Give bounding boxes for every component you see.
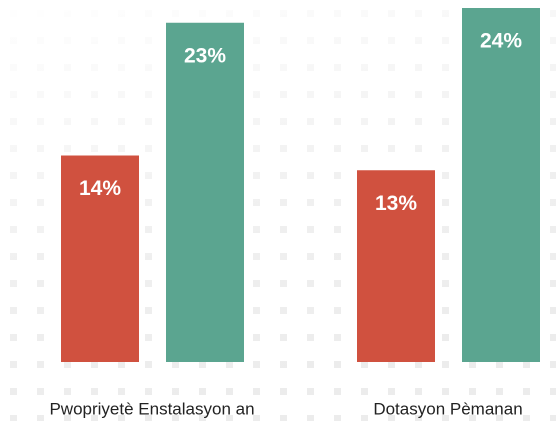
value-label: 13% [375, 192, 417, 215]
category-label: Dotasyon Pèmanan [373, 399, 522, 418]
bar [462, 8, 540, 362]
bar [357, 170, 435, 362]
category-label: Pwopriyetè Enstalasyon an [49, 399, 254, 418]
value-label: 24% [480, 30, 522, 53]
value-label: 23% [184, 44, 226, 67]
bar [61, 155, 139, 362]
value-label: 14% [79, 177, 121, 200]
bar [166, 22, 244, 362]
